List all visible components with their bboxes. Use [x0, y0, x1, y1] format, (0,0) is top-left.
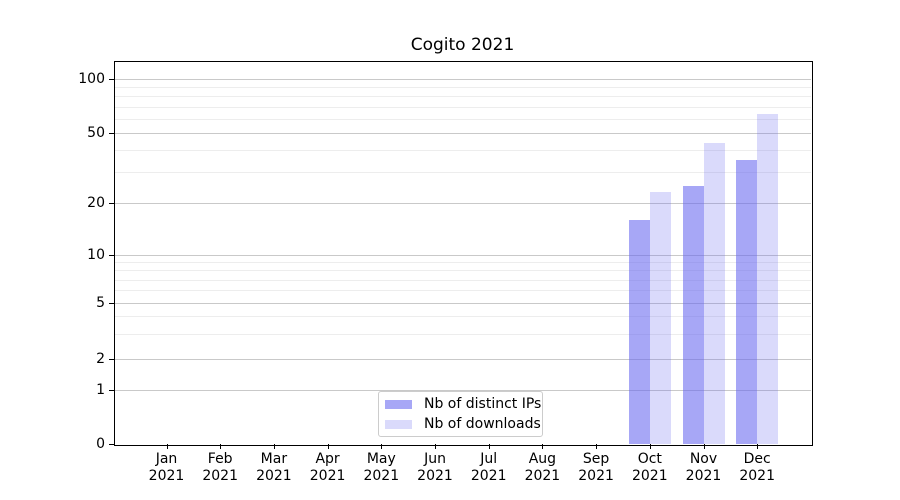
- y-tick-label-50: 50: [87, 125, 105, 142]
- major-gridline-100: [114, 78, 811, 80]
- x-tick-label-jul-2021: Jul 2021: [470, 451, 507, 484]
- major-gridline-5: [114, 302, 811, 304]
- major-gridline-1: [114, 390, 811, 391]
- x-tick-dec-2021: [757, 444, 759, 449]
- x-tick-oct-2021: [649, 444, 651, 449]
- minor-gridline-80: [114, 96, 811, 98]
- major-gridline-10: [114, 255, 811, 256]
- minor-gridline-7: [114, 279, 811, 281]
- x-tick-apr-2021: [327, 444, 329, 449]
- minor-gridline-9: [114, 262, 811, 264]
- x-tick-label-feb-2021: Feb 2021: [202, 451, 238, 484]
- legend: Nb of distinct IPs Nb of downloads: [378, 391, 543, 437]
- legend-swatch-downloads-icon: [385, 419, 412, 429]
- legend-row-distinct-ips: Nb of distinct IPs: [385, 396, 542, 413]
- major-gridline-20: [114, 203, 811, 204]
- y-tick-label-0: 0: [96, 436, 105, 452]
- major-gridline-2: [114, 359, 811, 360]
- minor-gridline-90: [114, 86, 811, 88]
- x-tick-aug-2021: [542, 444, 544, 449]
- x-tick-may-2021: [381, 444, 383, 449]
- x-tick-label-sep-2021: Sep 2021: [578, 451, 614, 484]
- x-tick-label-apr-2021: Apr 2021: [309, 451, 346, 484]
- minor-gridline-6: [114, 290, 811, 292]
- x-tick-label-dec-2021: Dec 2021: [739, 451, 775, 484]
- minor-gridline-3: [114, 334, 811, 336]
- y-tick-label-1: 1: [96, 382, 105, 398]
- x-tick-nov-2021: [703, 444, 705, 449]
- legend-label-downloads: Nb of downloads: [424, 416, 541, 432]
- y-tick-20: [109, 203, 114, 204]
- legend-swatch-distinct-ips-icon: [385, 399, 412, 409]
- y-tick-label-100: 100: [78, 70, 105, 87]
- minor-gridline-70: [114, 106, 811, 108]
- y-tick-2: [109, 359, 114, 360]
- x-tick-label-nov-2021: Nov 2021: [685, 451, 722, 484]
- y-tick-label-10: 10: [87, 247, 105, 263]
- x-tick-jan-2021: [166, 444, 168, 449]
- x-tick-sep-2021: [596, 444, 598, 449]
- y-tick-label-20: 20: [87, 195, 105, 211]
- minor-gridline-4: [114, 316, 811, 318]
- y-tick-label-5: 5: [96, 294, 105, 311]
- y-tick-1: [109, 390, 114, 391]
- x-tick-label-aug-2021: Aug 2021: [524, 451, 561, 484]
- minor-gridline-8: [114, 270, 811, 272]
- major-gridline-50: [114, 133, 811, 135]
- legend-row-downloads: Nb of downloads: [385, 416, 542, 433]
- x-tick-label-oct-2021: Oct 2021: [631, 451, 668, 484]
- bar-ips-dec-2021: [736, 160, 758, 444]
- minor-gridline-60: [114, 118, 811, 120]
- chart-title: Cogito 2021: [410, 35, 515, 55]
- x-tick-jul-2021: [488, 444, 490, 449]
- bar-downloads-dec-2021: [757, 113, 779, 444]
- bar-ips-nov-2021: [682, 186, 704, 444]
- y-tick-5: [109, 302, 114, 304]
- minor-gridline-30: [114, 172, 811, 174]
- x-tick-label-may-2021: May 2021: [363, 451, 400, 484]
- y-tick-0: [109, 444, 114, 445]
- y-tick-label-2: 2: [96, 351, 105, 367]
- x-tick-feb-2021: [220, 444, 222, 449]
- x-tick-label-jan-2021: Jan 2021: [148, 451, 185, 484]
- x-tick-label-mar-2021: Mar 2021: [256, 451, 292, 484]
- minor-gridline-40: [114, 150, 811, 152]
- bar-ips-oct-2021: [628, 219, 650, 444]
- y-tick-100: [109, 78, 114, 80]
- x-tick-label-jun-2021: Jun 2021: [417, 451, 453, 484]
- x-tick-mar-2021: [273, 444, 275, 449]
- bar-downloads-nov-2021: [703, 143, 725, 444]
- bar-downloads-oct-2021: [649, 192, 671, 444]
- y-tick-10: [109, 255, 114, 256]
- legend-label-distinct-ips: Nb of distinct IPs: [424, 396, 542, 412]
- x-tick-jun-2021: [435, 444, 436, 449]
- y-tick-50: [109, 133, 114, 135]
